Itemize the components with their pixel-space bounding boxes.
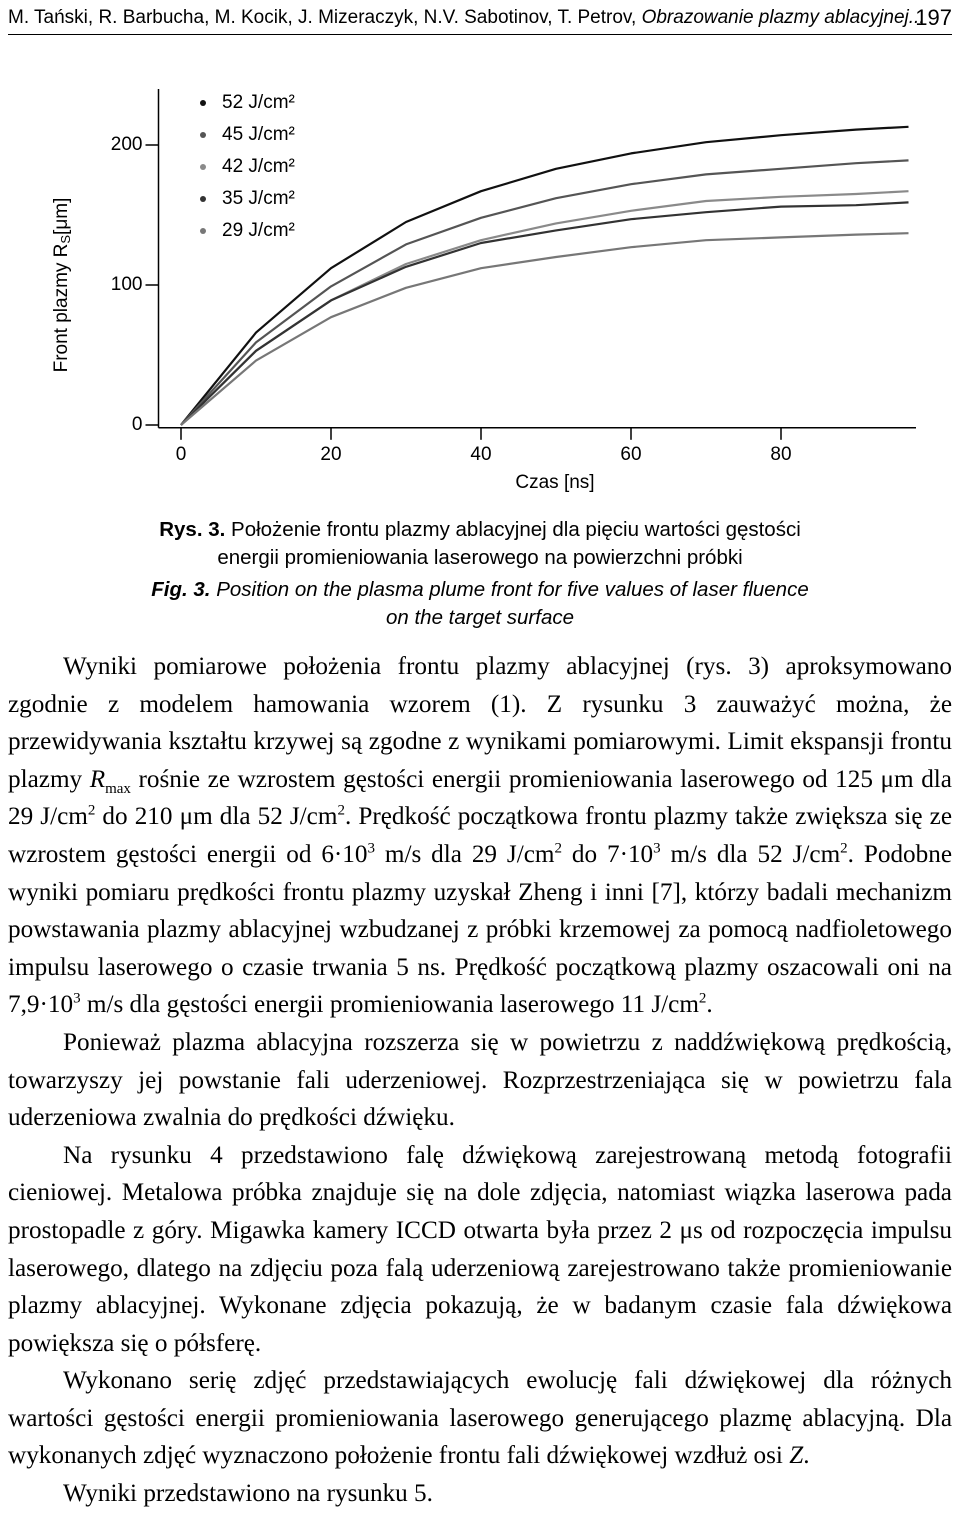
header: M. Tański, R. Barbucha, M. Kocik, J. Miz… xyxy=(8,4,952,35)
title: Obrazowanie plazmy ablacyjnej... xyxy=(641,7,925,28)
legend-label: 35 J/cm² xyxy=(222,188,295,209)
text-run: Wyniki pomiarowe położenia frontu plazmy… xyxy=(8,653,952,793)
text-run: m/s dla gęstości energii promieniowania … xyxy=(80,991,699,1019)
x-tick-label: 60 xyxy=(620,444,641,465)
caption-pl: Rys. 3. Położenie frontu plazmy ablacyjn… xyxy=(140,516,820,572)
text-run: Z xyxy=(789,1442,804,1470)
y-tick-label: 0 xyxy=(132,414,143,435)
y-label-sub: S xyxy=(58,235,73,244)
paragraph: Wyniki pomiarowe położenia frontu plazmy… xyxy=(8,648,952,1024)
caption-text: Position on the plasma plume front for f… xyxy=(216,578,809,629)
y-axis-label: Front plazmy RS[μm] xyxy=(51,198,73,373)
page: M. Tański, R. Barbucha, M. Kocik, J. Miz… xyxy=(8,4,953,1508)
legend-marker xyxy=(200,196,206,202)
text-run: R xyxy=(89,765,106,793)
caption-label: Rys. 3. xyxy=(159,518,226,541)
legend-label: 42 J/cm² xyxy=(222,156,295,177)
text-run: m/s dla 29 J/cm xyxy=(374,840,555,868)
paragraph: Na rysunku 4 przedstawiono falę dźwiękow… xyxy=(8,1137,952,1363)
series-line xyxy=(180,125,909,426)
x-axis-label: Czas [ns] xyxy=(515,472,594,493)
text-run: . Podobne wyniki pomiaru prędkości front… xyxy=(8,840,953,1019)
legend-label: 52 J/cm² xyxy=(222,92,295,113)
header-authors: M. Tański, R. Barbucha, M. Kocik, J. Miz… xyxy=(8,7,925,29)
body-text: Wyniki pomiarowe położenia frontu plazmy… xyxy=(8,648,952,1513)
chart: Czas [ns] Front plazmy RS[μm] 0 100 200 0 20… xyxy=(51,89,916,493)
text-run: max xyxy=(105,780,131,797)
legend-marker xyxy=(200,132,206,138)
paragraph: Ponieważ plazma ablacyjna rozszerza się … xyxy=(8,1024,952,1137)
text-run: . xyxy=(803,1442,810,1470)
paragraph: Wyniki przedstawiono na rysunku 5. xyxy=(8,1475,952,1513)
text-run: 2 xyxy=(554,840,563,857)
legend-marker xyxy=(200,164,206,170)
x-tick-label: 80 xyxy=(770,444,791,465)
series-line xyxy=(180,201,909,426)
caption-en: Fig. 3. Position on the plasma plume fro… xyxy=(140,576,820,632)
legend-label: 45 J/cm² xyxy=(222,124,295,145)
text-run: do 210 μm dla 52 J/cm xyxy=(95,803,338,831)
caption-label: Fig. 3. xyxy=(151,578,211,601)
text-run: . Prędkość początkowa frontu plazmy takż… xyxy=(8,803,953,868)
y-label-unit: [μm] xyxy=(51,198,72,235)
x-tick-label: 40 xyxy=(470,444,491,465)
paragraph: Wykonano serię zdjęć przedstawiających e… xyxy=(8,1362,952,1475)
text-run: 2 xyxy=(840,840,848,857)
caption-text: Położenie frontu plazmy ablacyjnej dla p… xyxy=(217,518,801,569)
x-tick-label: 0 xyxy=(176,444,187,465)
page-number: 197 xyxy=(915,5,952,30)
text-run: Ponieważ plazma ablacyjna rozszerza się … xyxy=(8,1028,952,1132)
text-run: m/s dla 52 J/cm xyxy=(660,840,841,868)
series-line xyxy=(180,232,909,426)
y-tick-label: 200 xyxy=(111,134,143,155)
x-tick-label: 20 xyxy=(320,444,341,465)
text-run: . xyxy=(706,991,713,1019)
text-run: 2 xyxy=(698,990,707,1007)
text-run: Wykonano serię zdjęć przedstawiających e… xyxy=(8,1367,952,1470)
legend-marker xyxy=(200,228,206,234)
y-label-text: Front plazmy R xyxy=(51,244,72,373)
text-run: 3 xyxy=(73,990,81,1007)
text-run: 3 xyxy=(367,840,375,857)
legend-label: 29 J/cm² xyxy=(222,220,295,241)
y-tick-label: 100 xyxy=(111,274,143,295)
text-run: rośnie ze wzrostem gęstości energii prom… xyxy=(8,765,952,831)
legend-marker xyxy=(200,100,206,106)
authors: M. Tański, R. Barbucha, M. Kocik, J. Miz… xyxy=(8,7,642,28)
text-run: 2 xyxy=(337,802,345,819)
text-run: do 7·10 xyxy=(562,840,654,868)
text-run: Wyniki przedstawiono na rysunku 5. xyxy=(63,1480,433,1508)
text-run: 2 xyxy=(87,802,96,819)
text-run: 3 xyxy=(653,840,661,857)
text-run: Na rysunku 4 przedstawiono falę dźwiękow… xyxy=(8,1141,952,1357)
series-line xyxy=(180,159,909,426)
